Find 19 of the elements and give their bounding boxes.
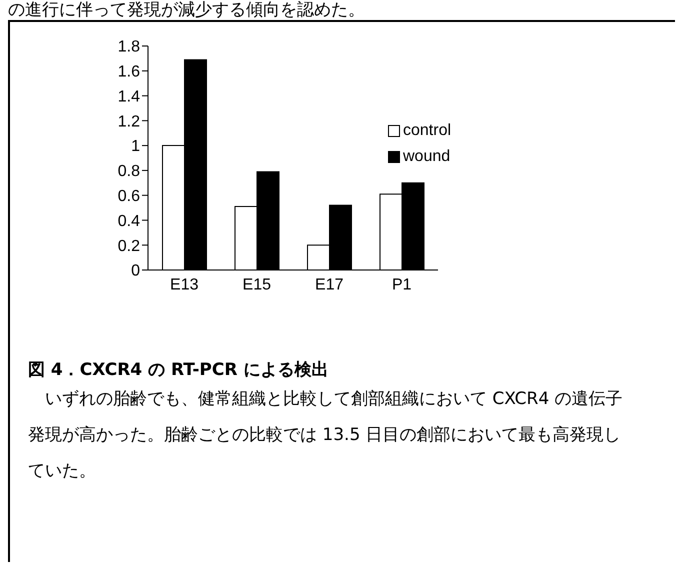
y-tick-label: 1.8 [118,38,140,56]
y-tick-label: 1.6 [118,64,140,81]
x-tick-label: P1 [392,276,412,294]
text: 図 4．CXCR4 の RT-PCR による検出 [28,359,330,381]
y-tick-label: 0.4 [118,212,140,230]
x-tick-label: E17 [315,276,344,294]
y-tick-label: 0.8 [118,163,140,180]
x-tick-label: E13 [170,276,199,294]
legend-label: wound [403,148,450,166]
y-tick-label: 0 [131,262,140,280]
y-tick-label: 0.2 [118,238,140,255]
y-tick-label: 0.6 [118,188,140,206]
y-tick-label: 1 [131,138,140,156]
y-tick-label: 1.2 [118,113,140,130]
legend-label: control [403,122,452,140]
y-tick-label: 1.4 [118,88,140,106]
text: いずれの胎齢でも、健常組織と比較して創部組織において CXCR4 の遺伝子発現が高かった。胎齢ごとの比較では 13.5 日目の創部において最も高発現していた。 [28,388,624,483]
x-tick-label: E15 [242,276,272,294]
text: の進行に伴って発現が減少する傾向を認めた。 [8,0,366,20]
